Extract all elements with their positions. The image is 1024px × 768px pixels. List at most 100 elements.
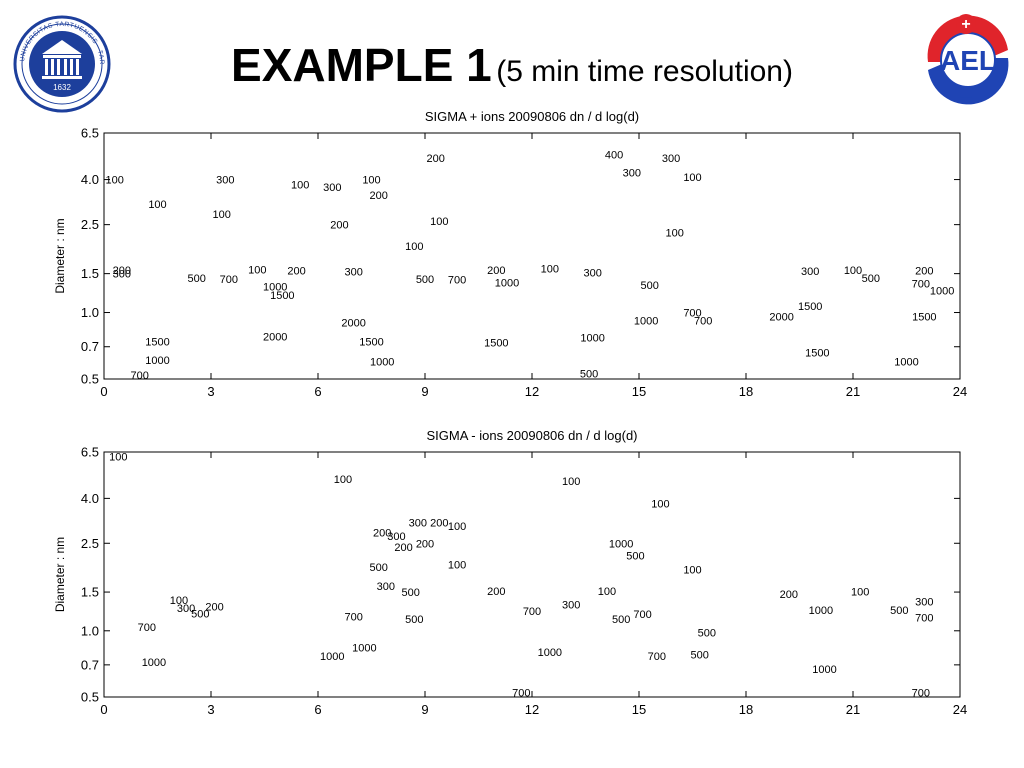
contour-label: 700 [344, 612, 362, 624]
contour-label: 300 [623, 168, 641, 180]
contour-label: 300 [662, 153, 680, 165]
x-tick-label: 9 [421, 384, 428, 399]
contour-label: 100 [213, 209, 231, 221]
contour-label: 300 [113, 269, 131, 281]
contour-label: 1000 [634, 316, 658, 328]
contour-label: 200 [430, 518, 448, 530]
ael-text: AEL [940, 45, 996, 76]
contour-label: 500 [405, 614, 423, 626]
contour-label: 1000 [352, 642, 376, 654]
contour-label: 200 [487, 265, 505, 277]
y-tick-label: 0.5 [81, 690, 99, 705]
y-tick-label: 2.5 [81, 536, 99, 551]
x-tick-label: 9 [421, 702, 428, 717]
y-axis-label: Diameter : nm [53, 537, 67, 612]
contour-label: 500 [698, 628, 716, 640]
contour-label: 1500 [484, 338, 508, 350]
contour-label: 1000 [263, 282, 287, 294]
contour-label: 200 [205, 601, 223, 613]
seal-year: 1632 [53, 83, 71, 92]
x-tick-label: 15 [632, 384, 646, 399]
contour-label: 1000 [495, 277, 519, 289]
contour-label: 100 [109, 452, 127, 464]
contour-label: 1000 [538, 647, 562, 659]
contour-label: 500 [626, 550, 644, 562]
contour-label: 1000 [580, 333, 604, 345]
contour-label: 1500 [912, 311, 936, 323]
contour-label: 100 [291, 179, 309, 191]
contour-label: 100 [248, 264, 266, 276]
x-tick-label: 0 [100, 384, 107, 399]
minus-icon: − [960, 84, 973, 109]
x-tick-label: 6 [314, 702, 321, 717]
y-tick-label: 4.0 [81, 491, 99, 506]
contour-label: 200 [369, 190, 387, 202]
contour-label: 200 [416, 538, 434, 550]
x-tick-label: 6 [314, 384, 321, 399]
contour-label: 700 [138, 622, 156, 634]
contour-label: 1000 [894, 357, 918, 369]
contour-label: 700 [683, 308, 701, 320]
slide-title-main: EXAMPLE 1 [231, 39, 492, 91]
contour-label: 1000 [370, 357, 394, 369]
contour-label: 700 [448, 275, 466, 287]
contour-label: 100 [665, 228, 683, 240]
contour-label: 1000 [142, 657, 166, 669]
contour-label: 200 [373, 527, 391, 539]
contour-label: 200 [780, 589, 798, 601]
contour-label: 700 [915, 612, 933, 624]
contour-label: 100 [683, 172, 701, 184]
contour-label: 100 [448, 521, 466, 533]
contour-label: 100 [651, 498, 669, 510]
contour-label: 500 [369, 562, 387, 574]
contour-label: 400 [605, 149, 623, 161]
slide-title-sub: (5 min time resolution) [496, 55, 793, 88]
contour-label: 1000 [809, 605, 833, 617]
contour-label: 1500 [270, 290, 294, 302]
contour-label: 500 [416, 274, 434, 286]
contour-label: 100 [148, 199, 166, 211]
x-tick-label: 24 [953, 384, 967, 399]
contour-label: 500 [191, 608, 209, 620]
contour-label: 100 [106, 175, 124, 187]
contour-label: 100 [851, 586, 869, 598]
chart-title: SIGMA + ions 20090806 dn / d log(d) [425, 109, 639, 124]
contour-label: 300 [801, 266, 819, 278]
contour-label: 200 [113, 265, 131, 277]
contour-label: 700 [912, 279, 930, 291]
y-tick-label: 6.5 [81, 445, 99, 460]
contour-label: 700 [130, 370, 148, 382]
contour-label: 500 [641, 280, 659, 292]
y-tick-label: 0.5 [81, 372, 99, 387]
contour-label: 1500 [359, 336, 383, 348]
slide-title: EXAMPLE 1 (5 min time resolution) [0, 38, 1024, 92]
plus-icon: + [961, 16, 970, 33]
y-tick-label: 1.0 [81, 623, 99, 638]
x-tick-label: 3 [207, 384, 214, 399]
x-tick-label: 21 [846, 384, 860, 399]
contour-label: 300 [562, 599, 580, 611]
contour-label: 700 [220, 274, 238, 286]
contour-label: 300 [387, 531, 405, 543]
contour-label: 200 [915, 265, 933, 277]
ael-logo-icon: AEL + − [927, 14, 1009, 109]
contour-label: 300 [323, 182, 341, 194]
contour-label: 1000 [145, 355, 169, 367]
contour-label: 1500 [145, 336, 169, 348]
contour-label: 200 [487, 586, 505, 598]
contour-label: 500 [690, 650, 708, 662]
contour-label: 300 [177, 603, 195, 615]
contour-label: 500 [188, 273, 206, 285]
y-tick-label: 0.7 [81, 339, 99, 354]
contour-label: 1000 [930, 285, 954, 297]
x-tick-label: 12 [525, 702, 539, 717]
y-tick-label: 4.0 [81, 172, 99, 187]
x-tick-label: 24 [953, 702, 967, 717]
contour-label: 100 [430, 216, 448, 228]
contour-label: 700 [633, 609, 651, 621]
contour-label: 300 [409, 518, 427, 530]
contour-label: 300 [915, 596, 933, 608]
contour-label: 1500 [798, 301, 822, 313]
contour-label: 300 [344, 267, 362, 279]
